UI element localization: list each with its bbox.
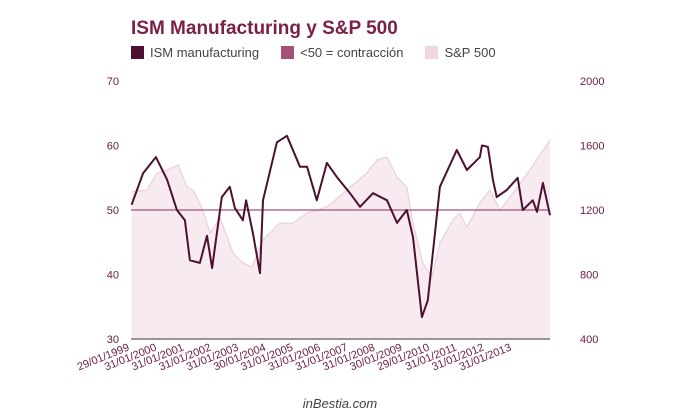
legend-label-ism: ISM manufacturing	[150, 45, 260, 60]
left-axis-tick: 30	[107, 334, 119, 346]
right-axis-tick: 2000	[580, 76, 604, 88]
sp500-area	[131, 140, 551, 339]
right-axis-tick: 400	[580, 334, 598, 346]
footer-source: inBestia.com	[302, 396, 378, 411]
sp500-line	[131, 139, 551, 279]
legend-label-contraction: <50 = contracción	[300, 45, 404, 60]
left-axis-tick: 70	[107, 76, 119, 88]
right-axis-tick: 1600	[580, 141, 604, 153]
left-axis-tick: 50	[107, 205, 119, 217]
right-axis-tick: 1200	[580, 205, 604, 217]
left-axis-tick: 60	[107, 141, 119, 153]
legend: ISM manufacturing <50 = contracción S&P …	[131, 45, 496, 60]
legend-item-sp500[interactable]: S&P 500	[425, 45, 496, 60]
legend-swatch-contraction	[281, 46, 295, 59]
legend-label-sp500: S&P 500	[444, 45, 496, 60]
legend-item-ism[interactable]: ISM manufacturing	[131, 45, 259, 60]
legend-swatch-sp500	[425, 46, 439, 59]
chart-title: ISM Manufacturing y S&P 500	[131, 18, 398, 39]
right-axis-tick: 800	[580, 270, 598, 282]
legend-item-contraction[interactable]: <50 = contracción	[281, 45, 403, 60]
ism-line	[130, 134, 551, 319]
left-axis-tick: 40	[107, 270, 119, 282]
legend-swatch-ism	[131, 46, 144, 59]
